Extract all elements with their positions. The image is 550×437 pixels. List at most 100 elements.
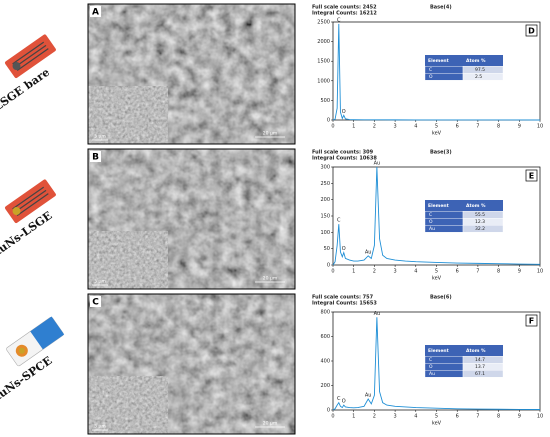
y-tick-label: 50 [324,246,330,252]
x-tick-label: 10 [537,269,543,275]
table-header-cell: Element [428,348,450,354]
peak-label: C [337,17,341,23]
y-tick-label: 0 [327,408,330,414]
x-tick-label: 0 [331,414,334,420]
y-tick-label: 600 [320,334,330,340]
y-tick-label: 2000 [317,39,330,45]
table-cell: O [429,74,433,80]
header: Full scale counts: 2452 [312,5,377,11]
row-label: AuNs-SPCE [0,354,54,406]
table-cell: O [429,219,433,225]
scale-label: 20 µm [263,421,277,427]
y-tick-label: 0 [327,118,330,124]
y-tick-label: 100 [320,230,330,236]
peak-label: O [342,399,346,405]
peak-label: Au [374,161,381,167]
table-cell: 55.5 [475,212,485,218]
x-tick-label: 4 [414,124,417,130]
table-cell: 97.5 [475,67,485,73]
y-tick-label: 400 [320,359,330,365]
x-tick-label: 7 [476,124,479,130]
spectrum [332,317,541,411]
y-tick-label: 800 [320,310,330,316]
table-cell: O [429,364,433,370]
table-cell: 12.3 [475,219,485,225]
x-tick-label: 5 [435,124,438,130]
table-header-cell: Element [428,203,450,209]
panel-label-box [90,151,101,162]
peak-label: O [342,246,346,252]
peak-label: O [342,109,346,115]
peak-label: Au [365,392,372,398]
table-cell: 2.5 [475,74,482,80]
table-header-cell: Atom % [466,58,486,64]
header: Full scale counts: 757 [312,295,374,301]
peak-label: Au [374,311,381,317]
panel-label: D [528,27,535,36]
y-tick-label: 0 [327,263,330,269]
x-tick-label: 4 [414,269,417,275]
table-cell: 14.7 [475,357,485,363]
scale-label: 5 µm [94,279,106,285]
sem-inset [87,230,169,290]
x-tick-label: 8 [497,124,500,130]
x-tick-label: 1 [352,124,355,130]
x-tick-label: 10 [537,124,543,130]
x-tick-label: 4 [414,414,417,420]
header: Integral Counts: 16212 [312,11,377,17]
x-tick-label: 10 [537,414,543,420]
x-tick-label: 5 [435,269,438,275]
x-tick-label: 6 [456,269,459,275]
table-cell: Au [429,371,435,377]
table-header [425,200,503,212]
header: Full scale counts: 309 [312,150,374,156]
table-row [462,224,504,233]
x-tick-label: 8 [497,414,500,420]
table-cell: 13.7 [475,364,485,370]
x-tick-label: 2 [373,124,376,130]
table-row [462,370,504,378]
panel-label-box [525,24,538,37]
x-tick-label: 6 [456,124,459,130]
x-tick-label: 3 [394,269,397,275]
table-header-cell: Atom % [466,348,486,354]
scale-label: 5 µm [94,134,106,140]
y-tick-label: 1500 [317,59,330,65]
electrode-icon [6,316,65,367]
panel-label: B [92,153,99,163]
x-tick-label: 8 [497,269,500,275]
sem-inset [87,375,169,435]
row-label: LSGE bare [0,66,52,114]
y-tick-label: 250 [320,181,330,187]
spectrum [332,23,541,121]
header: Integral Counts: 10638 [312,156,377,162]
header: Base(6) [430,295,452,301]
table-header-cell: Element [428,58,450,64]
x-tick-label: 2 [373,269,376,275]
x-tick-label: 7 [476,269,479,275]
electrode-icon [5,179,56,224]
image-frame [87,148,296,290]
y-tick-label: 2500 [317,20,330,26]
x-tick-label: 3 [394,124,397,130]
peak-label: C [337,218,341,224]
header: Base(4) [430,5,452,11]
x-tick-label: 9 [518,124,521,130]
spectrum [332,166,541,266]
image-frame [87,3,296,145]
header: Base(3) [430,150,452,156]
row-label: AuNs-LSGE [0,209,54,261]
peak-label: C [337,396,341,402]
x-tick-label: 1 [352,414,355,420]
electrode-icon [5,34,56,79]
panel-label: E [529,172,534,181]
scale-label: 5 µm [94,424,106,430]
table-header [425,55,503,67]
y-tick-label: 300 [320,165,330,171]
panel-label: C [92,298,99,308]
x-axis-label: keV [432,421,442,427]
x-tick-label: 0 [331,124,334,130]
sem-inset [87,85,169,145]
table-cell: 67.1 [475,371,485,377]
